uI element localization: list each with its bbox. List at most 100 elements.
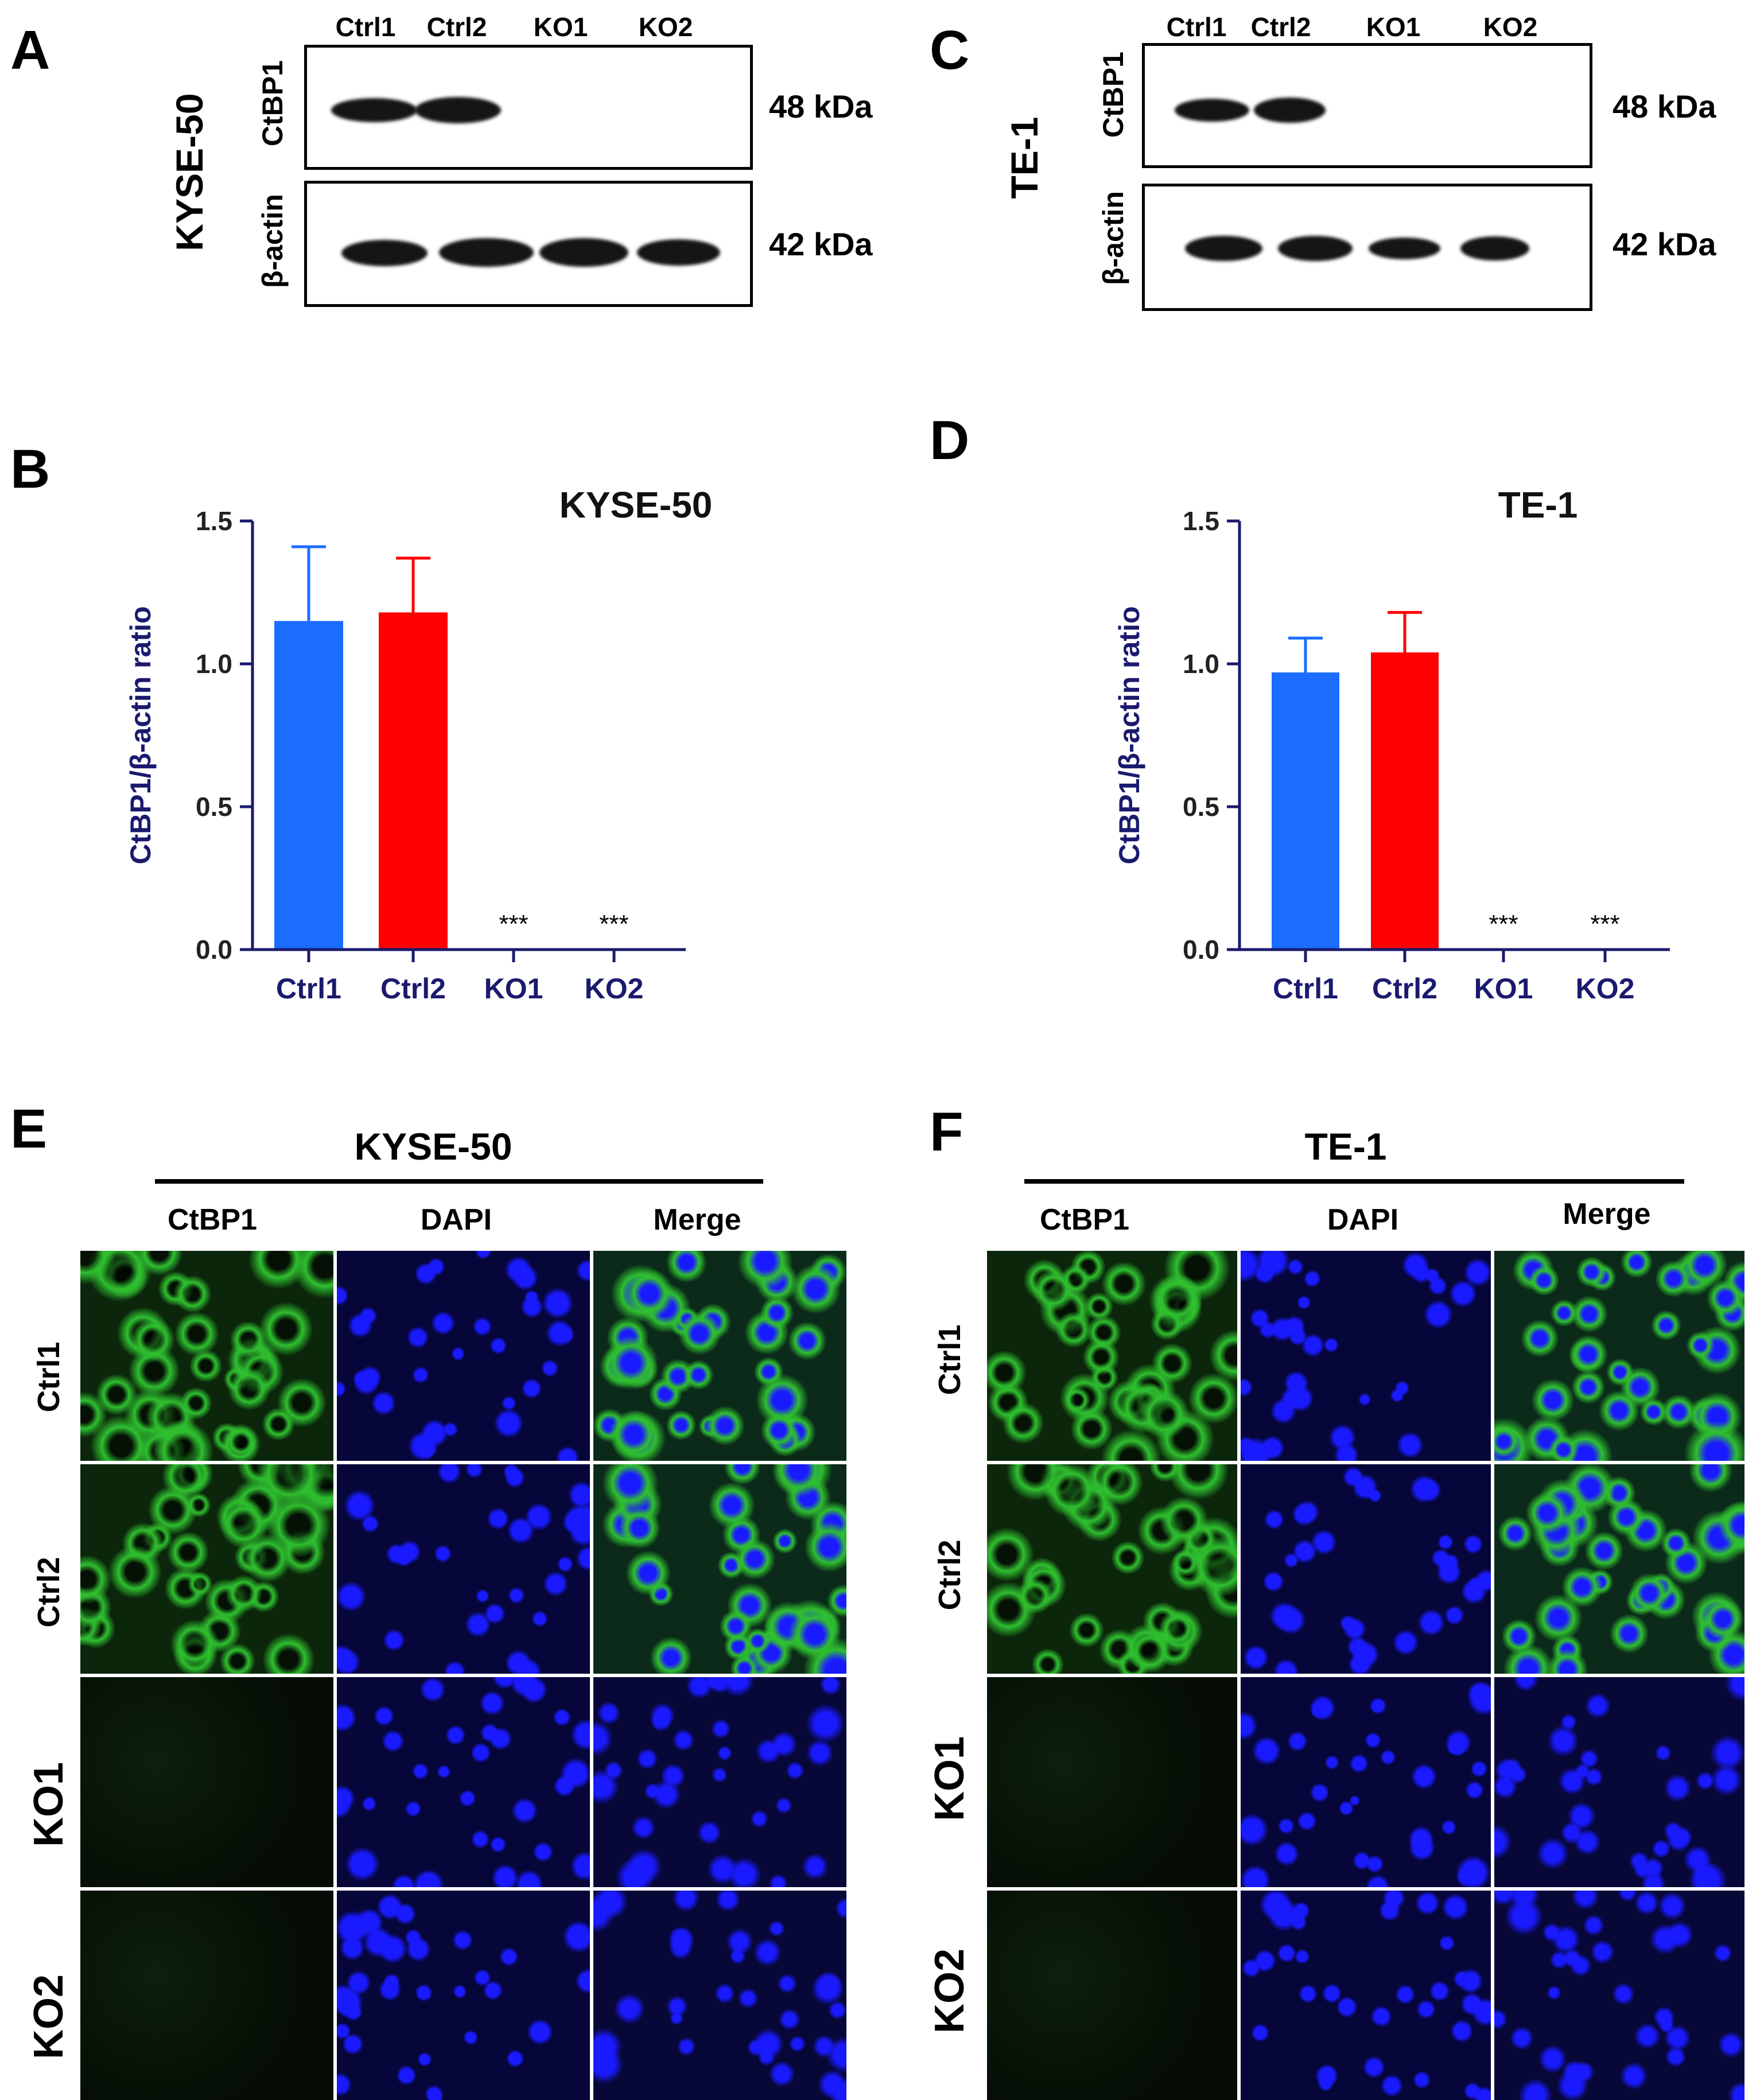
panel-letter-e: E bbox=[10, 1098, 48, 1160]
chart-b-ytick-label-0: 0.0 bbox=[196, 935, 232, 965]
chart-b-title: KYSE-50 bbox=[559, 484, 713, 526]
if-f-col-2: DAPI bbox=[1327, 1203, 1399, 1236]
if-f-image-grid bbox=[987, 1251, 1744, 2100]
chart-b-bar-ctrl1 bbox=[274, 621, 343, 950]
if-te1-tile-ctrl1-ctbp1 bbox=[987, 1251, 1237, 1461]
panel-letter-d: D bbox=[930, 410, 970, 471]
if-e-col-2: DAPI bbox=[420, 1203, 492, 1236]
panel-letter-a: A bbox=[10, 20, 50, 81]
chart-b-xlabel-ko2: KO2 bbox=[585, 973, 644, 1005]
chart-d-xlabel-ko2: KO2 bbox=[1576, 973, 1635, 1005]
chart-d-ytick-label-3: 1.5 bbox=[1183, 506, 1219, 536]
chart-d-bar-ctrl2 bbox=[1371, 652, 1439, 950]
if-te1-tile-ctrl1-merge bbox=[1494, 1251, 1744, 1461]
panel-letter-b: B bbox=[10, 438, 50, 500]
if-e-title-rule bbox=[155, 1179, 763, 1184]
blot-c-lane-4: KO2 bbox=[1483, 12, 1538, 42]
if-te1-tile-ctrl1-dapi bbox=[1241, 1251, 1491, 1461]
if-e-title: KYSE-50 bbox=[354, 1125, 512, 1168]
if-te1-tile-ko2-merge bbox=[1494, 1890, 1744, 2100]
panel-letter-f: F bbox=[930, 1101, 963, 1162]
blot-c-ctbp1-band-ctrl1 bbox=[1175, 99, 1249, 122]
blot-c-lane-2: Ctrl2 bbox=[1250, 12, 1311, 42]
if-f-col-1: CtBP1 bbox=[1039, 1203, 1130, 1236]
if-kyse-tile-ko1-ctbp1 bbox=[80, 1677, 333, 1887]
if-te1-tile-ctrl2-merge bbox=[1494, 1464, 1744, 1674]
chart-d-ylabel: CtBP1/β-actin ratio bbox=[1113, 606, 1145, 864]
blot-c-kda-2: 42 kDa bbox=[1613, 226, 1716, 262]
panel-letter-c: C bbox=[930, 20, 970, 81]
blot-a-lane-3: KO1 bbox=[533, 12, 588, 42]
if-te1-tile-ko1-ctbp1 bbox=[987, 1677, 1237, 1887]
chart-b-sig-ko2: *** bbox=[599, 910, 628, 938]
if-kyse-tile-ctrl2-merge bbox=[593, 1464, 846, 1674]
blot-c-actin-band-ko1 bbox=[1369, 238, 1440, 259]
blot-a-ctbp1-band-ctrl2 bbox=[415, 97, 501, 123]
if-kyse-tile-ctrl2-dapi bbox=[337, 1464, 590, 1674]
blot-a-actin-membrane bbox=[304, 181, 753, 307]
chart-d-ytick-label-2: 1.0 bbox=[1183, 649, 1219, 679]
chart-d-xlabel-ctrl1: Ctrl1 bbox=[1273, 973, 1338, 1005]
if-te1-row-label-ko1: KO1 bbox=[927, 1736, 973, 1822]
blot-c-lane-1: Ctrl1 bbox=[1166, 12, 1227, 42]
blot-c-actin-band-ko2 bbox=[1460, 236, 1529, 260]
chart-d-sig-ko2: *** bbox=[1590, 910, 1619, 938]
chart-b-xlabel-ko1: KO1 bbox=[484, 973, 543, 1005]
chart-d-title: TE-1 bbox=[1498, 484, 1578, 526]
if-te1-row-label-ctrl1: Ctrl1 bbox=[932, 1324, 967, 1395]
chart-b-bar-ctrl2 bbox=[379, 612, 448, 950]
chart-d-ytick-label-0: 0.0 bbox=[1183, 935, 1219, 965]
if-kyse-tile-ko1-merge bbox=[593, 1677, 846, 1887]
chart-d-ytick-label-1: 0.5 bbox=[1183, 792, 1219, 822]
chart-b-ytick-label-1: 0.5 bbox=[196, 792, 232, 822]
blot-a-kda-2: 42 kDa bbox=[769, 226, 873, 262]
if-te1-tile-ko2-dapi bbox=[1241, 1890, 1491, 2100]
chart-b-ylabel: CtBP1/β-actin ratio bbox=[125, 606, 157, 864]
if-kyse-tile-ko2-merge bbox=[593, 1890, 846, 2100]
blot-a-lane-4: KO2 bbox=[638, 12, 693, 42]
blot-a-lane-1: Ctrl1 bbox=[335, 12, 396, 42]
if-te1-tile-ko1-merge bbox=[1494, 1677, 1744, 1887]
blot-a-ctbp1-band-ctrl1 bbox=[331, 98, 417, 122]
if-te1-tile-ko1-dapi bbox=[1241, 1677, 1491, 1887]
if-te1-tile-ko2-ctbp1 bbox=[987, 1890, 1237, 2100]
if-e-col-1: CtBP1 bbox=[167, 1203, 258, 1236]
if-e-col-3: Merge bbox=[653, 1203, 741, 1236]
if-f-title: TE-1 bbox=[1304, 1125, 1387, 1168]
chart-b-ytick-label-3: 1.5 bbox=[196, 506, 232, 536]
if-te1-tile-ctrl2-dapi bbox=[1241, 1464, 1491, 1674]
chart-b-xlabel-ctrl1: Ctrl1 bbox=[276, 973, 341, 1005]
blot-c-actin-band-ctrl2 bbox=[1278, 236, 1353, 261]
blot-c-lane-3: KO1 bbox=[1366, 12, 1421, 42]
if-kyse-row-label-ctrl2: Ctrl2 bbox=[32, 1557, 66, 1628]
if-kyse-row-label-ko1: KO1 bbox=[26, 1761, 72, 1848]
blot-a-actin-band-ko2 bbox=[637, 239, 720, 266]
if-te1-row-label-ctrl2: Ctrl2 bbox=[932, 1539, 967, 1611]
blot-a-actin-band-ko1 bbox=[539, 238, 628, 267]
chart-d-xlabel-ko1: KO1 bbox=[1474, 973, 1533, 1005]
if-kyse-tile-ctrl1-dapi bbox=[337, 1251, 590, 1461]
if-te1-tile-ctrl2-ctbp1 bbox=[987, 1464, 1237, 1674]
chart-b-sig-ko1: *** bbox=[499, 910, 528, 938]
bar-charts: KYSE-50 CtBP1/β-actin ratio Ctrl1 Ctrl2 *** K… bbox=[125, 484, 1670, 1005]
if-f-col-3: Merge bbox=[1563, 1197, 1651, 1231]
blot-c-ctbp1-band-ctrl2 bbox=[1254, 98, 1326, 123]
blot-a-lane-2: Ctrl2 bbox=[426, 12, 487, 42]
if-kyse-row-label-ko2: KO2 bbox=[26, 1974, 72, 2060]
chart-d-sig-ko1: *** bbox=[1489, 910, 1518, 938]
if-kyse-tile-ko2-dapi bbox=[337, 1890, 590, 2100]
if-kyse-tile-ctrl2-ctbp1 bbox=[80, 1464, 333, 1674]
blot-a-actin-band-ctrl2 bbox=[439, 238, 534, 267]
blot-c-actin-band-ctrl1 bbox=[1185, 236, 1262, 261]
chart-b-xlabel-ctrl2: Ctrl2 bbox=[380, 973, 446, 1005]
chart-d-xlabel-ctrl2: Ctrl2 bbox=[1372, 973, 1437, 1005]
if-kyse-tile-ctrl1-merge bbox=[593, 1251, 846, 1461]
if-kyse-tile-ctrl1-ctbp1 bbox=[80, 1251, 333, 1461]
blot-c-actin-membrane bbox=[1142, 184, 1592, 311]
if-e-image-grid bbox=[80, 1251, 846, 2100]
blot-a-ctbp1-membrane bbox=[304, 45, 753, 170]
blot-c-kda-1: 48 kDa bbox=[1613, 88, 1716, 125]
if-f-title-rule bbox=[1024, 1179, 1684, 1184]
blot-c-ctbp1-membrane bbox=[1142, 43, 1592, 168]
